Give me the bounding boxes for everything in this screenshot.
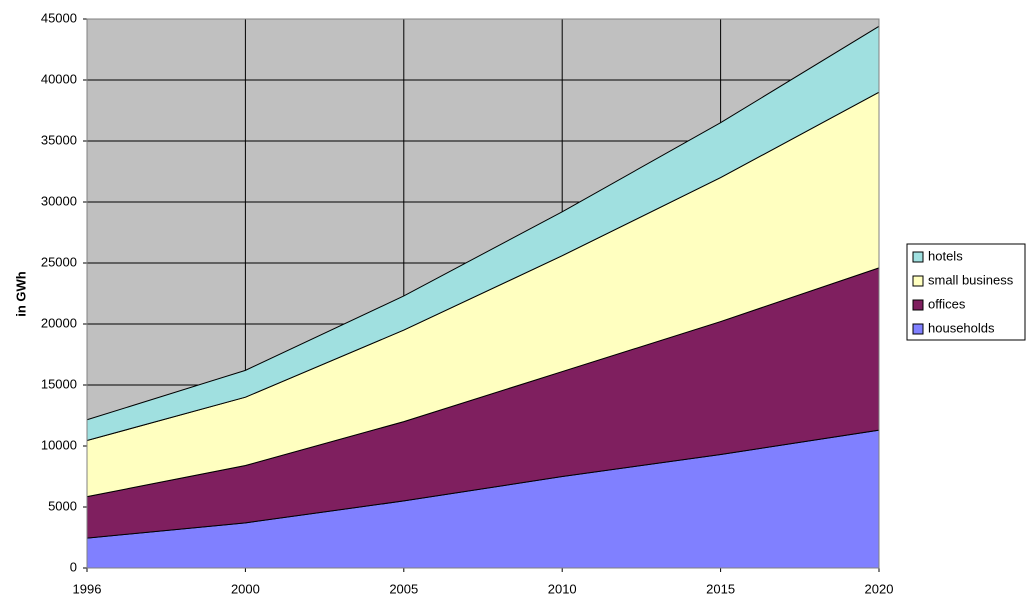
y-tick-label: 5000 — [48, 498, 77, 513]
legend-swatch — [912, 299, 924, 311]
x-tick-label: 2000 — [231, 581, 260, 596]
y-tick-label: 15000 — [41, 376, 77, 391]
legend-swatch — [912, 251, 924, 263]
plot-border — [86, 18, 880, 569]
y-axis-label: in GWh — [13, 271, 28, 317]
legend-label: small business — [928, 272, 1014, 287]
legend-label: offices — [928, 296, 966, 311]
y-tick-label: 25000 — [41, 254, 77, 269]
y-tick-label: 20000 — [41, 315, 77, 330]
x-tick-label: 2010 — [548, 581, 577, 596]
y-tick-label: 35000 — [41, 132, 77, 147]
y-tick-label: 0 — [70, 559, 77, 574]
y-tick-label: 10000 — [41, 437, 77, 452]
y-tick-label: 45000 — [41, 10, 77, 25]
y-tick-label: 30000 — [41, 193, 77, 208]
x-tick-label: 2020 — [865, 581, 894, 596]
legend-swatch — [912, 275, 924, 287]
legend-label: hotels — [928, 248, 963, 263]
legend-swatch — [912, 323, 924, 335]
x-tick-label: 2005 — [389, 581, 418, 596]
legend-label: households — [928, 320, 995, 335]
x-tick-label: 2015 — [706, 581, 735, 596]
y-tick-label: 40000 — [41, 71, 77, 86]
x-tick-label: 1996 — [73, 581, 102, 596]
legend-box — [906, 243, 1026, 341]
